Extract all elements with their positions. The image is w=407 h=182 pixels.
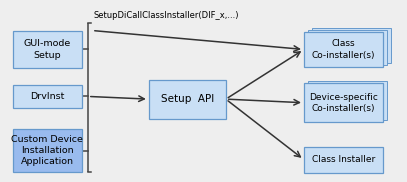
Bar <box>304 147 383 173</box>
Text: Device-specific
Co-installer(s): Device-specific Co-installer(s) <box>309 93 378 113</box>
Bar <box>312 27 391 63</box>
Text: Class
Co-installer(s): Class Co-installer(s) <box>312 39 375 60</box>
Bar <box>13 31 82 68</box>
Bar <box>149 80 226 118</box>
Bar <box>304 32 383 67</box>
Text: Class Installer: Class Installer <box>312 155 375 164</box>
Bar <box>308 81 387 120</box>
Text: Custom Device
Installation
Application: Custom Device Installation Application <box>11 135 83 166</box>
Bar <box>304 83 383 122</box>
Bar <box>13 129 82 172</box>
Text: SetupDiCallClassInstaller(DIF_x,...): SetupDiCallClassInstaller(DIF_x,...) <box>93 11 239 20</box>
Text: Setup  API: Setup API <box>161 94 214 104</box>
Text: DrvInst: DrvInst <box>30 92 65 101</box>
Text: GUI-mode
Setup: GUI-mode Setup <box>24 39 71 60</box>
Bar <box>13 85 82 108</box>
Bar <box>308 30 387 65</box>
